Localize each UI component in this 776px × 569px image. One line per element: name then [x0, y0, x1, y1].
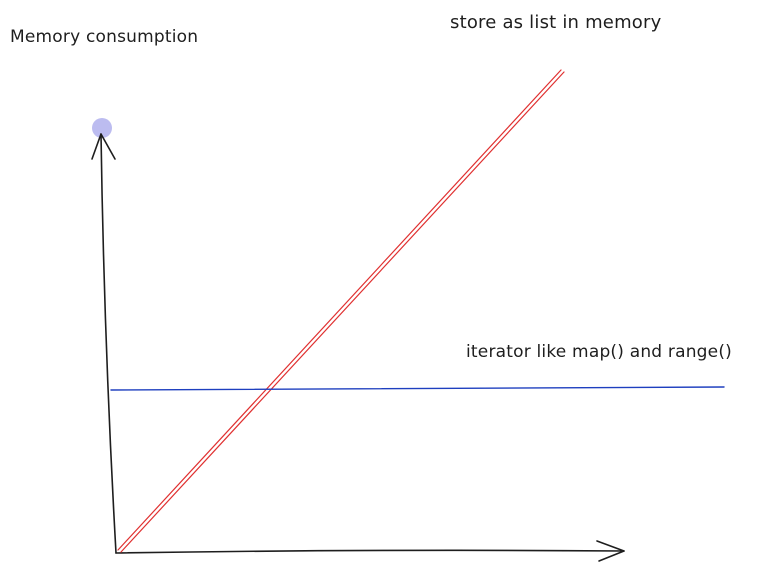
iterator-memory-line[interactable]: [110, 386, 725, 391]
x-axis-line[interactable]: [115, 549, 625, 554]
selection-handle-dot[interactable]: [92, 118, 112, 138]
arrow-right-icon: [596, 540, 625, 562]
list-line-label: store as list in memory: [450, 12, 662, 33]
list-memory-line[interactable]: [117, 69, 565, 553]
y-axis-line[interactable]: [100, 133, 117, 554]
y-axis-label: Memory consumption: [10, 27, 199, 47]
iterator-line-label: iterator like map() and range(): [466, 342, 732, 362]
arrow-up-icon: [91, 133, 116, 160]
